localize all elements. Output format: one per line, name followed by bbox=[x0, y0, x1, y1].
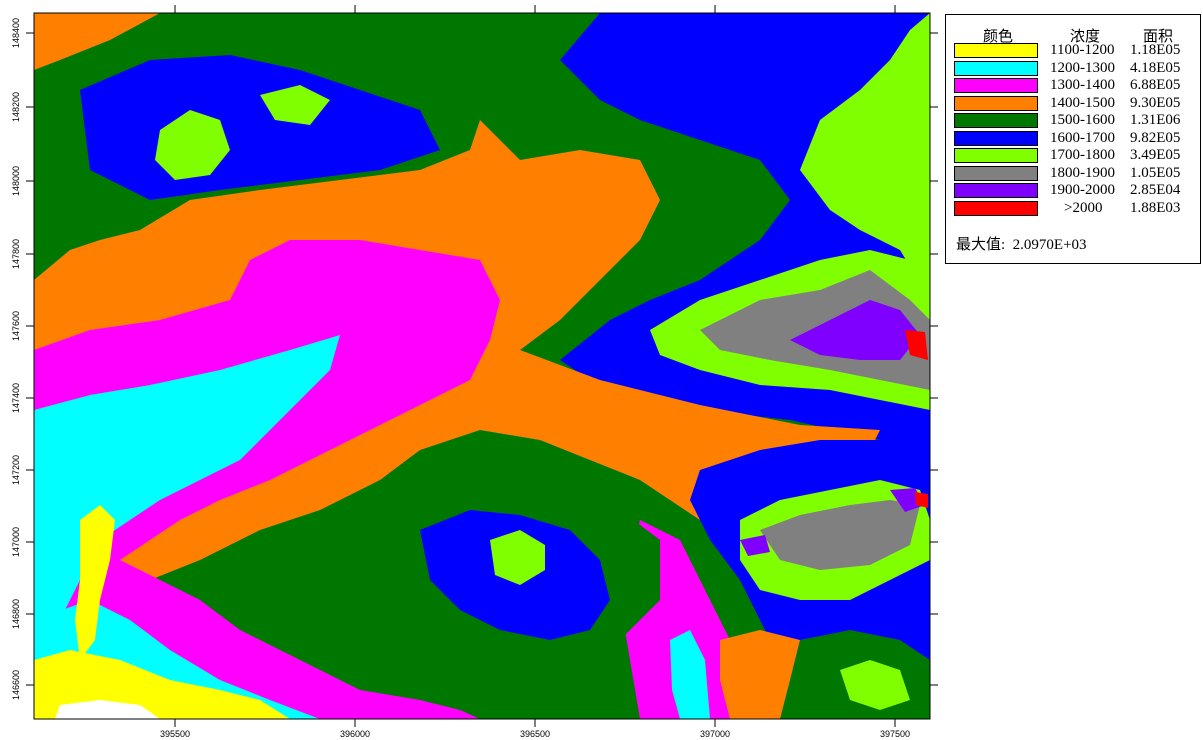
legend-area: 2.85E04 bbox=[1130, 182, 1181, 198]
legend-range: 1900-2000 bbox=[1050, 182, 1115, 198]
legend-swatch bbox=[954, 60, 1038, 76]
map-regions bbox=[34, 13, 930, 719]
legend-area: 9.30E05 bbox=[1130, 94, 1181, 111]
legend-range: 1800-1900 bbox=[1050, 164, 1115, 181]
legend-swatch bbox=[954, 200, 1038, 216]
legend-row: 1900-2000 2.85E04 bbox=[954, 182, 1203, 199]
x-tick-label: 397500 bbox=[880, 729, 910, 739]
map-frame bbox=[33, 12, 931, 720]
y-tick-label: 146600 bbox=[11, 670, 21, 700]
legend-row: >2000 1.88E03 bbox=[954, 199, 1203, 217]
legend-max-label: 最大值: bbox=[956, 237, 1006, 253]
legend-range: >2000 bbox=[1064, 199, 1103, 216]
legend-panel: 颜色 浓度 面积 1100-1200 1.18E05 1200-1300 4.18E0… bbox=[945, 14, 1201, 264]
legend-range: 1600-1700 bbox=[1050, 129, 1115, 146]
legend-row: 1100-1200 1.18E05 bbox=[954, 42, 1203, 59]
legend-area: 6.88E05 bbox=[1130, 77, 1181, 93]
legend-range: 1700-1800 bbox=[1050, 147, 1115, 163]
legend-row: 1800-1900 1.05E05 bbox=[954, 164, 1203, 182]
legend-row: 1300-1400 6.88E05 bbox=[954, 77, 1203, 94]
y-tick-label: 147800 bbox=[11, 239, 21, 269]
region-white-southwest bbox=[55, 700, 160, 719]
legend-range: 1200-1300 bbox=[1050, 59, 1115, 76]
region-orange-southeast-corner bbox=[720, 630, 800, 719]
legend-row: 1200-1300 4.18E05 bbox=[954, 59, 1203, 77]
legend-swatch bbox=[954, 183, 1038, 198]
region-red-east bbox=[905, 330, 928, 360]
legend-area: 3.49E05 bbox=[1130, 147, 1181, 163]
y-tick-label: 147200 bbox=[11, 455, 21, 485]
legend-header-color: 颜色 bbox=[983, 29, 1014, 45]
region-yellow-southwest bbox=[34, 505, 290, 719]
region-lightgreen-north-a bbox=[155, 110, 230, 180]
y-tick-label: 148400 bbox=[11, 18, 21, 48]
y-tick-label: 146800 bbox=[11, 599, 21, 629]
region-lightgreen-southeast-corner bbox=[840, 660, 910, 710]
legend-range: 1400-1500 bbox=[1050, 94, 1115, 111]
legend-swatch bbox=[954, 43, 1038, 58]
y-axis: 148400 148200 148000 147800 147600 147400 1472… bbox=[11, 18, 938, 700]
legend-area: 1.31E06 bbox=[1130, 112, 1181, 128]
legend-max: 最大值: 2.0970E+03 bbox=[956, 233, 1087, 254]
y-tick-label: 147600 bbox=[11, 311, 21, 341]
legend-header-concentration: 浓度 bbox=[1070, 29, 1101, 45]
legend-row: 1700-1800 3.49E05 bbox=[954, 147, 1203, 164]
y-tick-label: 148000 bbox=[11, 166, 21, 196]
legend-area: 4.18E05 bbox=[1130, 59, 1181, 76]
region-cyan-west bbox=[34, 335, 340, 640]
x-tick-label: 397000 bbox=[700, 729, 730, 739]
legend-swatch bbox=[954, 113, 1038, 128]
region-purple-southeast bbox=[740, 488, 925, 556]
legend-swatch bbox=[954, 95, 1038, 111]
region-purple-east bbox=[790, 300, 920, 360]
legend-range: 1100-1200 bbox=[1050, 42, 1115, 58]
region-lightgreen-south bbox=[490, 530, 545, 585]
legend-range: 1500-1600 bbox=[1050, 112, 1115, 128]
y-tick-label: 147400 bbox=[11, 383, 21, 413]
region-gray-southeast bbox=[760, 500, 920, 570]
x-tick-label: 396500 bbox=[520, 729, 550, 739]
legend-swatch bbox=[954, 78, 1038, 93]
region-red-southeast bbox=[915, 492, 928, 508]
x-tick-label: 395500 bbox=[160, 729, 190, 739]
legend-header-area: 面积 bbox=[1143, 29, 1174, 45]
y-tick-label: 147000 bbox=[11, 527, 21, 557]
legend-row: 1500-1600 1.31E06 bbox=[954, 112, 1203, 129]
region-cyan-southeast bbox=[670, 630, 710, 719]
legend-swatch bbox=[954, 130, 1038, 146]
legend-area: 1.18E05 bbox=[1130, 42, 1181, 58]
legend-max-value: 2.0970E+03 bbox=[1012, 237, 1087, 253]
legend-area: 1.05E05 bbox=[1130, 164, 1181, 181]
legend-area: 1.88E03 bbox=[1130, 199, 1181, 216]
region-lightgreen-north-b bbox=[260, 85, 330, 125]
legend-swatch bbox=[954, 165, 1038, 181]
region-lightgreen-northeast bbox=[800, 13, 930, 300]
legend-swatch bbox=[954, 148, 1038, 163]
legend-range: 1300-1400 bbox=[1050, 77, 1115, 93]
legend-row: 1600-1700 9.82E05 bbox=[954, 129, 1203, 147]
y-tick-label: 148200 bbox=[11, 92, 21, 122]
x-tick-label: 396000 bbox=[340, 729, 370, 739]
legend-row: 1400-1500 9.30E05 bbox=[954, 94, 1203, 112]
legend-area: 9.82E05 bbox=[1130, 129, 1181, 146]
x-axis: 395500 396000 396500 397000 397500 bbox=[160, 5, 910, 739]
